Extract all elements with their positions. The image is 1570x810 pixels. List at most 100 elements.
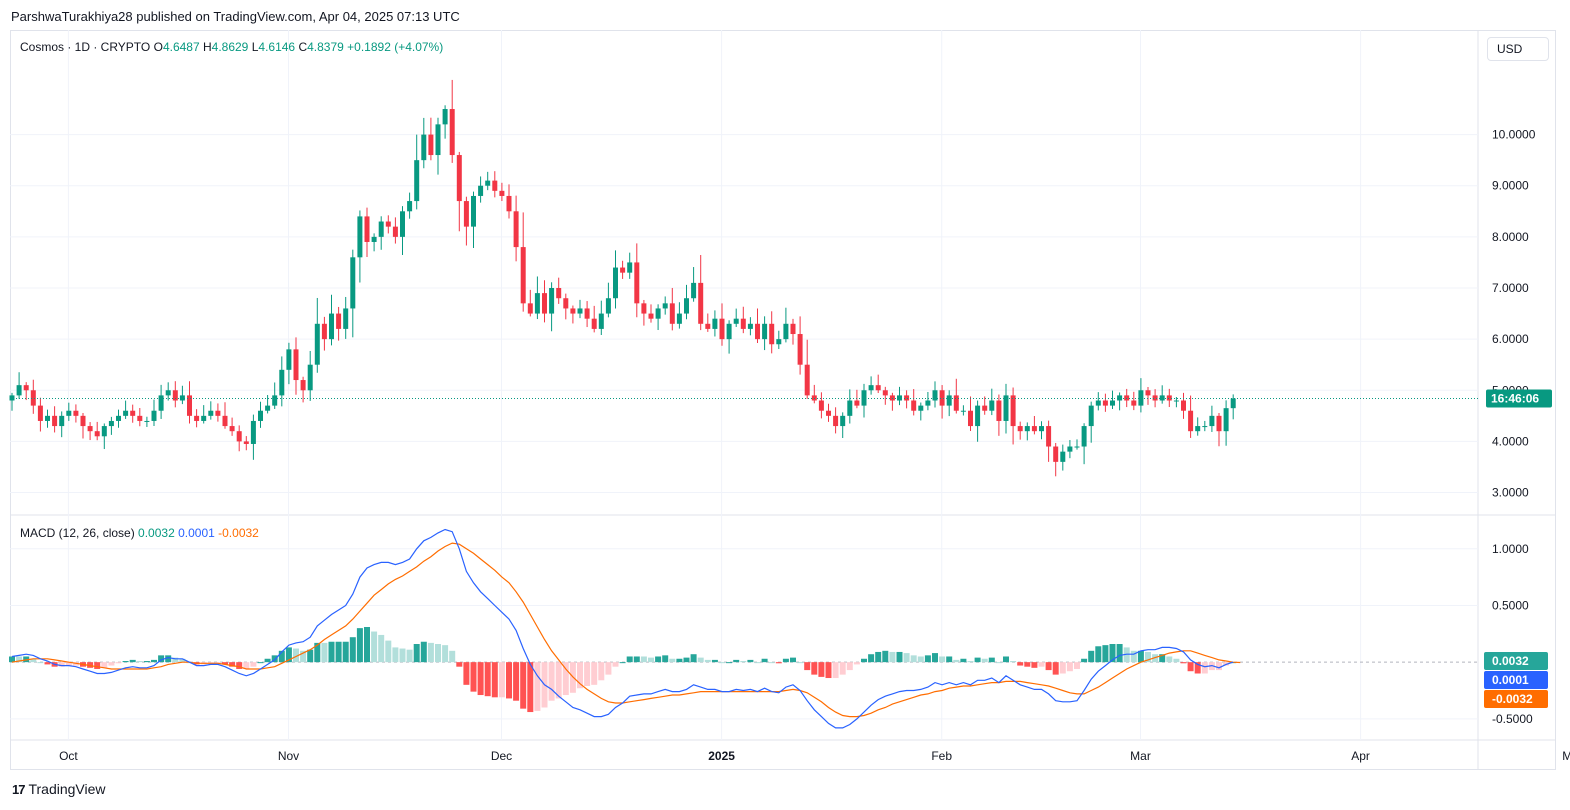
candle-body	[116, 415, 121, 421]
price-legend: Cosmos · 1D · CRYPTO O4.6487 H4.8629 L4.…	[20, 40, 443, 54]
macd-histogram-bar	[498, 662, 505, 698]
macd-histogram-bar	[229, 662, 236, 667]
candle-body	[1230, 398, 1236, 409]
candle-body	[1081, 426, 1087, 447]
macd-histogram-bar	[449, 650, 456, 663]
candle-body	[1010, 395, 1016, 427]
candle-body	[194, 415, 200, 421]
macd-histogram-bar	[1116, 644, 1123, 663]
candle-body	[733, 318, 739, 324]
macd-histogram-bar	[115, 662, 122, 664]
hist-value-tag-label: 0.0032	[1492, 654, 1529, 668]
macd-histogram-bar	[1095, 646, 1102, 663]
macd-histogram-bar	[172, 657, 179, 663]
macd-histogram-bar	[264, 658, 271, 663]
candle-body	[840, 415, 846, 427]
candle-body	[1124, 395, 1130, 401]
candle-body	[293, 349, 299, 381]
candle-body	[137, 415, 143, 421]
candle-body	[783, 323, 789, 340]
close-value: 4.8379	[307, 40, 344, 54]
candle-body	[151, 410, 157, 421]
footer-brand[interactable]: 17 TradingView	[12, 781, 106, 797]
macd-histogram-bar	[158, 655, 165, 663]
price-tick-label: 4.0000	[1492, 434, 1529, 448]
macd-histogram-bar	[839, 662, 846, 675]
candle-body	[1173, 400, 1179, 402]
macd-histogram-bar	[44, 662, 51, 665]
macd-histogram-bar	[16, 656, 23, 663]
macd-histogram-bar	[151, 659, 157, 663]
macd-histogram-bar	[1052, 662, 1059, 675]
macd-histogram-bar	[761, 658, 768, 663]
macd-title[interactable]: MACD (12, 26, close)	[20, 526, 135, 540]
macd-histogram-bar	[1216, 662, 1222, 671]
macd-histogram-bar	[669, 658, 676, 663]
macd-histogram-bar	[58, 662, 65, 667]
countdown-tag	[1486, 389, 1552, 408]
candle-body	[59, 415, 65, 427]
open-value: 4.6487	[162, 40, 200, 54]
candle-body	[80, 415, 86, 427]
macd-histogram-bar	[1102, 645, 1109, 663]
candle-body	[101, 426, 107, 437]
macd-histogram-bar	[690, 654, 697, 663]
macd-histogram-bar	[470, 662, 477, 692]
macd-histogram-bar	[392, 647, 399, 663]
candle-body	[492, 180, 498, 191]
time-tick-label: 2025	[708, 749, 735, 763]
candle-body	[94, 431, 100, 437]
candle-body	[769, 323, 775, 345]
macd-histogram-bar	[676, 658, 683, 663]
candle-body	[187, 395, 192, 416]
macd-histogram-bar	[65, 662, 72, 666]
macd-histogram-bar	[108, 662, 115, 666]
time-tick-label: Dec	[491, 749, 512, 763]
candle-body	[400, 211, 405, 237]
open-label: O	[153, 40, 163, 54]
macd-histogram-bar	[165, 655, 172, 663]
candle-body	[556, 288, 562, 299]
candle-body	[584, 308, 590, 319]
macd-histogram-bar	[520, 662, 527, 709]
signal-value-tag	[1484, 690, 1548, 708]
macd-histogram-bar	[875, 651, 882, 663]
macd-histogram-bar	[307, 649, 314, 663]
candle-body	[243, 441, 249, 444]
candle-body	[712, 318, 718, 329]
macd-histogram-bar	[222, 662, 228, 665]
macd-layer	[9, 528, 1478, 729]
symbol-label[interactable]: Cosmos · 1D · CRYPTO	[20, 40, 151, 54]
macd-histogram-bar	[250, 662, 257, 667]
candle-body	[1039, 426, 1044, 432]
currency-button[interactable]: USD	[1487, 37, 1549, 61]
candle-body	[833, 415, 839, 427]
candle-body	[1181, 400, 1186, 411]
candle-body	[37, 405, 43, 421]
candle-body	[371, 236, 377, 242]
macd-histogram-bar	[179, 658, 186, 663]
candle-body	[215, 410, 221, 416]
macd-histogram-bar	[143, 661, 150, 663]
candle-body	[1053, 446, 1059, 462]
candle-body	[527, 303, 533, 314]
macd-histogram-bar	[122, 661, 129, 663]
close-label: C	[298, 40, 308, 54]
candle-body	[499, 190, 505, 196]
candle-body	[123, 410, 129, 416]
candle-body	[719, 318, 725, 340]
macd-histogram-bar	[534, 662, 541, 711]
candle-body	[549, 288, 555, 314]
macd-histogram-bar	[967, 661, 974, 663]
macd-histogram-bar	[399, 648, 406, 663]
candle-body	[265, 405, 271, 411]
macd-histogram-bar	[584, 662, 591, 686]
macd-histogram-bar	[889, 651, 896, 663]
price-tick-label: 7.0000	[1492, 281, 1529, 295]
macd-histogram-bar	[328, 641, 335, 663]
change-value: +0.1892 (+4.07%)	[347, 40, 444, 54]
candle-body	[1067, 446, 1073, 452]
candle-body	[790, 323, 796, 335]
candle-body	[889, 395, 895, 401]
